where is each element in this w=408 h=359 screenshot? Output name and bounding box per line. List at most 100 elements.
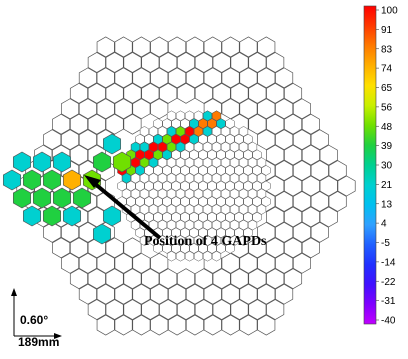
camera-pixel-small — [225, 133, 235, 145]
camera-pixel-small — [198, 180, 208, 192]
camera-pixel — [275, 221, 294, 243]
camera-pixel — [257, 252, 276, 274]
camera-pixel — [239, 252, 258, 274]
camera-pixel-small — [171, 211, 181, 223]
color-scale-gradient — [363, 5, 377, 325]
camera-pixel — [212, 299, 231, 321]
camera-pixel-small — [198, 243, 208, 254]
camera-pixel — [292, 98, 311, 120]
event-pixel — [32, 187, 52, 209]
camera-pixel-small — [157, 172, 168, 184]
camera-pixel-small — [211, 235, 222, 246]
event-pixel — [72, 187, 92, 209]
camera-pixel-small — [207, 133, 217, 145]
camera-pixel-small — [184, 172, 195, 184]
camera-pixel-small — [171, 165, 181, 176]
camera-pixel — [301, 206, 320, 228]
event-pixel-small — [130, 141, 141, 153]
camera-pixel-small — [166, 250, 177, 262]
event-pixel — [2, 169, 22, 191]
camera-pixel-small — [148, 204, 159, 215]
camera-pixel-small — [157, 126, 168, 137]
inner-pixel-area — [117, 110, 271, 262]
camera-pixel-small — [121, 188, 132, 200]
camera-pixel — [266, 299, 285, 321]
camera-pixel — [284, 82, 303, 104]
camera-pixel-small — [238, 235, 249, 246]
camera-pixel-small — [162, 211, 172, 223]
camera-pixel — [301, 144, 320, 166]
camera-pixel-small — [216, 133, 226, 145]
camera-pixel — [194, 82, 213, 104]
camera-pixel — [168, 36, 187, 58]
color-scale-label: 4 — [381, 219, 387, 230]
event-pixel — [12, 187, 32, 209]
camera-pixel — [132, 314, 151, 336]
camera-pixel-small — [166, 157, 177, 168]
color-scale-label: 91 — [381, 25, 393, 36]
camera-pixel-small — [175, 157, 186, 168]
camera-pixel-small — [126, 196, 136, 207]
camera-pixel-small — [252, 180, 262, 192]
camera-pixel-small — [225, 118, 235, 129]
camera-pixel-small — [175, 110, 186, 122]
camera-pixel — [87, 299, 106, 321]
camera-pixel-small — [225, 165, 235, 176]
camera-pixel — [168, 283, 187, 305]
camera-pixel-small — [207, 227, 217, 239]
color-scale-label: 39 — [381, 141, 393, 152]
event-pixel — [112, 151, 132, 173]
event-pixel-small — [153, 149, 163, 161]
camera-pixel-small — [202, 157, 213, 168]
color-scale-label: 30 — [381, 161, 393, 172]
camera-pixel-small — [166, 172, 177, 184]
camera-pixel-small — [189, 165, 199, 176]
camera-pixel-small — [256, 204, 267, 215]
event-pixel-small — [162, 133, 172, 145]
camera-pixel — [248, 299, 267, 321]
camera-pixel-small — [243, 180, 253, 192]
camera-pixel — [185, 36, 204, 58]
camera-pixel — [87, 268, 106, 290]
color-scale-label: -5 — [381, 238, 390, 249]
camera-pixel — [257, 129, 276, 151]
camera-pixel-small — [243, 227, 253, 239]
camera-pixel — [78, 252, 97, 274]
camera-pixel — [292, 160, 311, 181]
camera-pixel-small — [211, 126, 222, 137]
camera-pixel-small — [144, 165, 154, 176]
camera-pixel-small — [130, 172, 141, 184]
camera-pixel-small — [211, 204, 222, 215]
camera-pixel — [52, 237, 71, 259]
event-pixel-small — [121, 172, 132, 184]
camera-pixel — [328, 160, 347, 181]
event-pixel-small — [198, 118, 208, 129]
camera-pixel-small — [157, 157, 168, 168]
camera-pixel — [132, 283, 151, 305]
camera-pixel-small — [202, 204, 213, 215]
camera-pixel-small — [261, 180, 271, 192]
camera-pixel-small — [157, 204, 168, 215]
camera-pixel-small — [184, 219, 195, 231]
camera-pixel-small — [184, 141, 195, 153]
camera-pixel-small — [234, 133, 244, 145]
camera-pixel-small — [252, 211, 262, 223]
camera-pixel — [159, 82, 178, 104]
camera-pixel — [230, 268, 249, 290]
camera-pixel-small — [252, 165, 262, 176]
camera-pixel-small — [243, 149, 253, 161]
camera-pixel — [221, 314, 240, 336]
camera-pixel-small — [166, 219, 177, 231]
camera-pixel-small — [207, 180, 217, 192]
camera-pixel-small — [153, 243, 163, 254]
camera-pixel-small — [148, 188, 159, 200]
camera-pixel — [168, 67, 187, 89]
camera-pixel-small — [225, 227, 235, 239]
camera-pixel-small — [252, 196, 262, 207]
camera-pixel — [194, 268, 213, 290]
camera-pixel — [239, 36, 258, 58]
event-pixel — [62, 169, 82, 191]
camera-pixel-small — [162, 118, 172, 129]
color-scale-label: 56 — [381, 102, 393, 113]
